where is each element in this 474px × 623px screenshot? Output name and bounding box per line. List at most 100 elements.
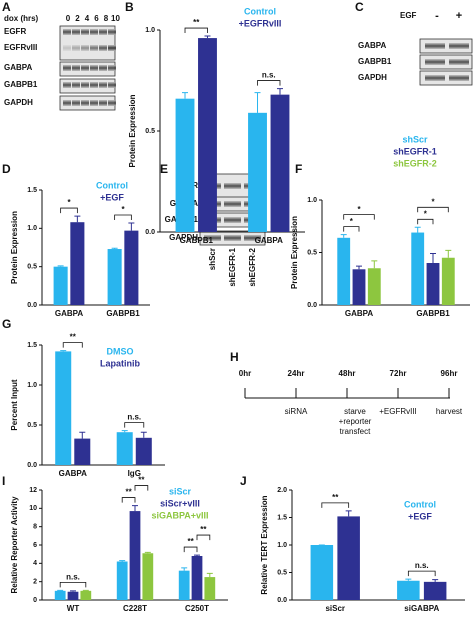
row-label: GABPB1 <box>358 57 392 66</box>
bar <box>80 590 92 600</box>
bar <box>135 437 152 465</box>
blot-band <box>63 82 71 88</box>
blot-band <box>81 82 89 88</box>
blot-band <box>108 100 116 106</box>
significance-label: n.s. <box>127 413 141 422</box>
bar <box>129 511 141 600</box>
x-tick-label: C250T <box>185 604 209 613</box>
blot-band <box>90 82 98 88</box>
significance-label: n.s. <box>262 71 276 80</box>
blot-band <box>108 29 116 35</box>
blot-band <box>72 65 80 71</box>
blot-box <box>419 54 473 70</box>
y-tick-label: 0.0 <box>27 462 37 469</box>
legend-label: siScr+vIII <box>160 498 200 508</box>
significance-bracket <box>321 502 350 508</box>
significance-bracket <box>60 207 78 214</box>
panel-letter: J <box>240 474 247 488</box>
bar <box>337 516 360 600</box>
y-tick-label: 6 <box>33 542 37 549</box>
blot-box <box>419 70 473 86</box>
bar <box>198 38 217 232</box>
panel-letter: E <box>160 162 168 176</box>
y-tick-label: 0 <box>33 597 37 604</box>
error-bar <box>111 247 118 250</box>
bar <box>142 553 154 600</box>
event-label: harvest <box>436 407 463 416</box>
significance-bracket <box>343 214 375 220</box>
significance-bracket <box>196 534 211 541</box>
significance-label: * <box>350 217 354 226</box>
x-tick-label: GABPB1 <box>106 309 140 318</box>
significance-label: ** <box>138 476 145 485</box>
error-bar <box>119 560 126 562</box>
time-label: 48hr <box>339 369 356 378</box>
y-tick-label: 1.0 <box>27 382 37 389</box>
y-tick-label: 1.0 <box>277 542 287 549</box>
significance-label: ** <box>332 493 339 502</box>
bar <box>441 257 455 305</box>
error-bar <box>181 567 188 571</box>
lane-label: shScr <box>208 248 217 270</box>
error-bar <box>276 88 283 95</box>
legend-label: Control <box>96 180 128 190</box>
lane-label: - <box>435 10 439 22</box>
blot-band <box>108 45 116 51</box>
x-tick-label: GABPB1 <box>416 309 450 318</box>
y-tick-label: 0.0 <box>307 302 317 309</box>
legend-label: shEGFR-2 <box>393 158 437 168</box>
x-tick-label: C228T <box>123 604 147 613</box>
blot-band <box>63 65 71 71</box>
x-tick-label: GABPA <box>59 469 88 478</box>
panel-letter: G <box>2 317 11 331</box>
legend-label: Lapatinib <box>100 358 141 368</box>
lane-label: shEGFR-1 <box>228 247 237 286</box>
significance-label: ** <box>70 333 77 342</box>
y-tick-label: 2.0 <box>277 487 287 494</box>
blot-band <box>224 235 241 241</box>
blot-band <box>81 45 89 51</box>
bar <box>397 580 420 600</box>
error-bar <box>430 253 436 263</box>
blot-band <box>99 82 107 88</box>
error-bar <box>182 92 189 99</box>
bar <box>204 577 216 600</box>
blot-band <box>81 100 89 106</box>
x-tick-label: siGABPA <box>404 604 439 613</box>
x-tick-label: IgG <box>128 469 141 478</box>
event-label: transfect <box>340 427 371 436</box>
significance-bracket <box>134 485 149 491</box>
time-label: 24hr <box>288 369 305 378</box>
x-tick-label: GABPB1 <box>180 236 214 245</box>
bar <box>53 266 68 305</box>
row-label: GAPDH <box>169 233 198 242</box>
error-bar <box>254 92 261 113</box>
significance-bracket <box>121 497 136 503</box>
x-tick-label: GABPA <box>255 236 284 245</box>
significance-label: n.s. <box>66 572 80 581</box>
event-label: starve <box>344 407 366 416</box>
y-axis-label: Protein Expression <box>10 211 19 284</box>
y-axis-label: Protein Expression <box>290 216 299 289</box>
y-tick-label: 0.5 <box>27 264 37 271</box>
legend-label: +EGF <box>100 192 124 202</box>
lane-label: + <box>456 10 462 22</box>
bar <box>175 98 195 233</box>
time-label: 96hr <box>441 369 458 378</box>
lane-label: 0 <box>66 14 71 23</box>
y-tick-label: 0.0 <box>27 302 37 309</box>
significance-bracket <box>417 218 434 225</box>
significance-label: ** <box>187 537 194 546</box>
y-axis-label: Percent Input <box>10 379 19 430</box>
error-bar <box>144 551 151 554</box>
y-tick-label: 1.5 <box>27 187 37 194</box>
y-tick-label: 10 <box>29 505 37 512</box>
row-label: GAPDH <box>358 73 387 82</box>
x-tick-label: GABPA <box>345 309 374 318</box>
y-tick-label: 0.5 <box>307 249 317 256</box>
blot-band <box>224 217 241 223</box>
blot-band <box>224 201 241 207</box>
y-axis-label: Relative TERT Expression <box>260 495 269 594</box>
significance-bracket <box>257 80 281 86</box>
blot-band <box>99 100 107 106</box>
